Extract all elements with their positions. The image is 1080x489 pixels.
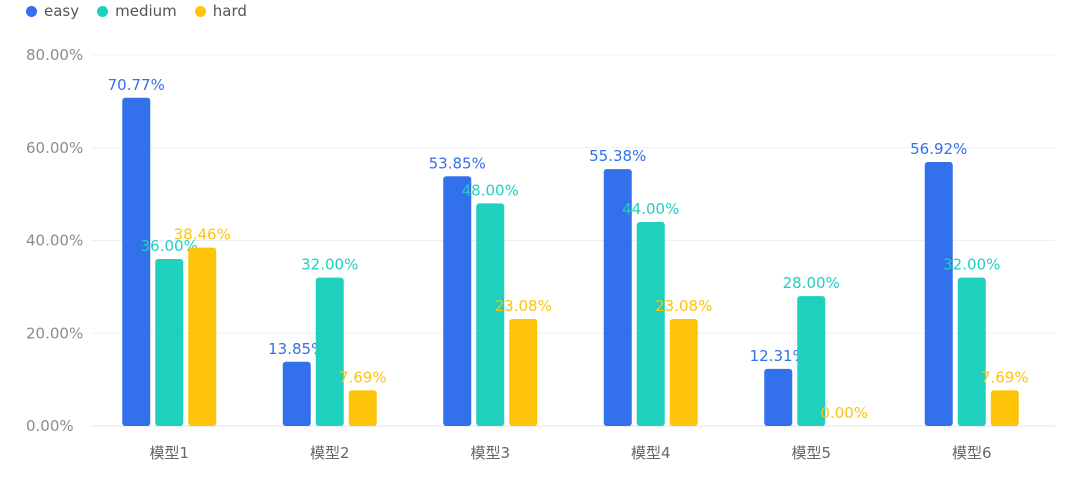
bar-medium[interactable] <box>476 203 505 426</box>
bar-medium[interactable] <box>797 296 826 426</box>
legend-item-hard[interactable]: hard <box>194 2 247 20</box>
legend-marker-easy <box>26 5 37 17</box>
bar-medium[interactable] <box>155 259 184 426</box>
data-label-hard: 38.46% <box>174 226 231 244</box>
bar-hard[interactable] <box>669 318 698 426</box>
x-tick-label: 模型1 <box>149 444 189 462</box>
y-tick-label: 0.00% <box>26 417 74 435</box>
data-label-medium: 44.00% <box>622 200 679 218</box>
bar-easy[interactable] <box>282 361 311 426</box>
x-tick-label: 模型4 <box>631 444 671 462</box>
y-tick-label: 40.00% <box>26 232 83 250</box>
legend-marker-hard <box>194 5 206 17</box>
bar-easy[interactable] <box>122 97 151 426</box>
data-label-hard: 7.69% <box>339 368 387 386</box>
data-label-easy: 56.92% <box>910 140 967 158</box>
data-label-medium: 32.00% <box>301 256 358 274</box>
bar-easy[interactable] <box>924 162 953 426</box>
bar-easy[interactable] <box>764 368 793 426</box>
x-tick-label: 模型3 <box>470 444 510 462</box>
bar-hard[interactable] <box>348 390 377 426</box>
legend-label-hard: hard <box>212 2 247 20</box>
chart-legend: easy medium hard <box>26 2 247 20</box>
y-tick-label: 20.00% <box>26 324 83 342</box>
legend-marker-medium <box>97 5 109 17</box>
data-label-easy: 55.38% <box>589 147 646 165</box>
data-label-hard: 0.00% <box>820 404 868 422</box>
x-tick-label: 模型6 <box>952 444 992 462</box>
bar-hard[interactable] <box>509 318 538 426</box>
data-label-medium: 48.00% <box>462 181 519 199</box>
x-tick-label: 模型2 <box>310 444 350 462</box>
data-label-easy: 53.85% <box>429 154 486 172</box>
data-label-hard: 23.08% <box>655 297 712 315</box>
data-label-easy: 13.85% <box>268 340 325 358</box>
legend-item-medium[interactable]: medium <box>97 2 177 20</box>
y-tick-label: 80.00% <box>26 46 83 64</box>
bar-easy[interactable] <box>443 176 472 426</box>
y-tick-label: 60.00% <box>26 139 83 157</box>
bar-medium[interactable] <box>957 277 986 426</box>
data-label-easy: 70.77% <box>108 76 165 94</box>
bar-hard[interactable] <box>188 247 217 426</box>
legend-label-medium: medium <box>115 2 177 20</box>
x-tick-label: 模型5 <box>791 444 831 462</box>
data-label-hard: 23.08% <box>495 297 552 315</box>
data-label-medium: 32.00% <box>943 256 1000 274</box>
bar-medium[interactable] <box>315 277 344 426</box>
bar-easy[interactable] <box>603 169 632 427</box>
legend-item-easy[interactable]: easy <box>26 2 79 20</box>
data-label-easy: 12.31% <box>750 347 807 365</box>
data-label-medium: 28.00% <box>783 274 840 292</box>
bar-medium[interactable] <box>636 221 665 426</box>
legend-label-easy: easy <box>44 2 80 20</box>
data-label-hard: 7.69% <box>981 368 1029 386</box>
bar-hard[interactable] <box>990 390 1019 426</box>
data-label-medium: 36.00% <box>141 237 198 255</box>
